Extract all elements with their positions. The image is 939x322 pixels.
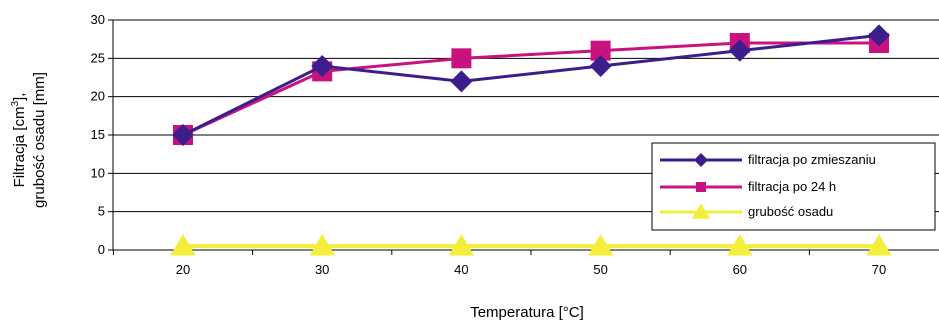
x-tick-label: 30 bbox=[315, 262, 329, 277]
data-point-marker bbox=[172, 124, 194, 146]
legend-swatch-marker bbox=[694, 153, 708, 167]
y-tick-label: 20 bbox=[91, 89, 105, 104]
x-tick-label: 60 bbox=[733, 262, 747, 277]
svg-text:Filtracja [cm3],: Filtracja [cm3], bbox=[10, 93, 28, 188]
legend-label: grubość osadu bbox=[748, 204, 833, 219]
legend-item: filtracja po 24 h bbox=[660, 179, 836, 194]
legend-label: filtracja po zmieszaniu bbox=[748, 152, 876, 167]
y-axis-title-superscript: 3 bbox=[10, 101, 21, 107]
legend-item: filtracja po zmieszaniu bbox=[660, 152, 876, 167]
data-point-marker bbox=[587, 234, 614, 256]
y-axis-title-line1-end: ], bbox=[11, 93, 28, 101]
legend-swatch-marker bbox=[696, 182, 706, 192]
data-point-marker bbox=[727, 234, 753, 256]
series-line bbox=[182, 41, 879, 137]
x-tick-label: 70 bbox=[872, 262, 886, 277]
x-tick-label: 40 bbox=[454, 262, 468, 277]
series-2 bbox=[173, 33, 889, 145]
y-axis-title-line1: Filtracja [cm bbox=[11, 107, 28, 188]
data-point-marker bbox=[868, 24, 890, 47]
data-point-marker bbox=[451, 48, 472, 69]
series-1 bbox=[172, 24, 890, 146]
data-point-marker bbox=[590, 40, 611, 61]
x-tick-label: 20 bbox=[176, 262, 190, 277]
data-point-marker bbox=[448, 234, 475, 256]
data-point-marker bbox=[589, 55, 612, 77]
y-tick-label: 0 bbox=[98, 242, 105, 257]
axes bbox=[108, 19, 939, 255]
y-tick-label: 30 bbox=[91, 12, 105, 27]
legend-label: filtracja po 24 h bbox=[748, 179, 836, 194]
data-point-marker bbox=[170, 234, 196, 256]
tick-labels: 0 5 10 15 20 25 30 20 30 40 50 60 70 bbox=[91, 12, 887, 277]
series-line bbox=[182, 33, 880, 137]
legend-item: grubość osadu bbox=[660, 203, 833, 219]
y-axis-title-line2: grubość osadu [mm] bbox=[31, 72, 48, 208]
y-tick-label: 5 bbox=[98, 204, 105, 219]
series-3 bbox=[170, 234, 892, 256]
legend-swatch-marker bbox=[691, 203, 711, 219]
y-tick-label: 15 bbox=[91, 127, 105, 142]
series-lines bbox=[170, 24, 892, 256]
data-point-marker bbox=[309, 234, 335, 256]
x-axis-title: Temperatura [°C] bbox=[470, 304, 584, 321]
data-point-marker bbox=[450, 70, 473, 93]
y-axis-title: Filtracja [cm3], grubość osadu [mm] bbox=[10, 72, 48, 208]
data-point-marker bbox=[728, 39, 751, 62]
y-tick-label: 25 bbox=[91, 50, 105, 65]
data-point-marker bbox=[866, 234, 892, 256]
y-tick-label: 10 bbox=[91, 165, 105, 180]
legend: filtracja po zmieszaniu filtracja po 24 h… bbox=[651, 142, 936, 231]
x-tick-label: 50 bbox=[593, 262, 607, 277]
data-point-marker bbox=[311, 55, 334, 77]
